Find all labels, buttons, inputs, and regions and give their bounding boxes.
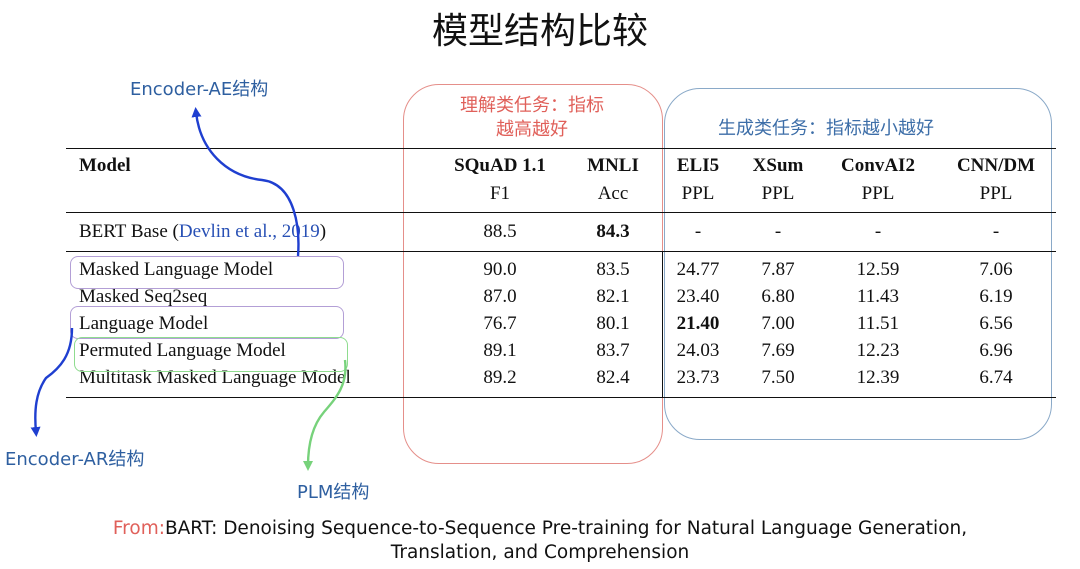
column-metric-cnndm: PPL [979, 183, 1013, 204]
row-language-model-mnli: 80.1 [596, 313, 630, 334]
column-header-squad: SQuAD 1.1 [454, 155, 546, 176]
row-masked-seq2seq-cnndm: 6.19 [979, 286, 1013, 307]
row-name-masked-seq2seq: Masked Seq2seq [79, 286, 208, 307]
baseline-mnli: 84.3 [596, 221, 630, 242]
row-name-language-model: Language Model [79, 313, 209, 334]
row-masked-seq2seq-eli5: 23.40 [676, 286, 720, 307]
row-multitask-mlm-eli5: 23.73 [676, 367, 720, 388]
plm-arrow [303, 359, 347, 471]
row-masked-lm-eli5: 24.77 [676, 259, 720, 280]
row-masked-seq2seq-xsum: 6.80 [761, 286, 795, 307]
understanding-tasks-note: 理解类任务：指标 越高越好 [460, 95, 604, 140]
encoder-ae-arrow [191, 107, 300, 257]
column-metric-squad: F1 [489, 183, 511, 204]
row-masked-lm-convai2: 12.59 [856, 259, 900, 280]
baseline-cnndm: - [992, 221, 1000, 242]
column-metric-eli5: PPL [681, 183, 715, 204]
from-label: From: [112, 518, 165, 539]
row-permuted-lm-squad: 89.1 [483, 340, 517, 361]
source-citation: From:BART: Denoising Sequence-to-Sequenc… [112, 518, 968, 563]
plm-note: PLM结构 [297, 482, 370, 503]
row-name-masked-lm: Masked Language Model [79, 259, 274, 280]
generation-tasks-note: 生成类任务：指标越小越好 [718, 118, 934, 139]
row-multitask-mlm-xsum: 7.50 [761, 367, 795, 388]
column-header-xsum: XSum [752, 155, 804, 176]
baseline-model-name: BERT Base (Devlin et al., 2019) [79, 221, 327, 242]
row-masked-seq2seq-convai2: 11.43 [856, 286, 900, 307]
row-masked-seq2seq-squad: 87.0 [483, 286, 517, 307]
baseline-eli5: - [694, 221, 702, 242]
encoder-ar-note: Encoder-AR结构 [5, 449, 145, 470]
row-masked-lm-cnndm: 7.06 [979, 259, 1013, 280]
row-name-multitask-mlm: Multitask Masked Language Model [79, 367, 351, 388]
row-permuted-lm-eli5: 24.03 [676, 340, 720, 361]
baseline-squad: 88.5 [483, 221, 517, 242]
row-masked-lm-squad: 90.0 [483, 259, 517, 280]
row-name-permuted-lm: Permuted Language Model [79, 340, 286, 361]
row-permuted-lm-cnndm: 6.96 [979, 340, 1013, 361]
row-masked-lm-mnli: 83.5 [596, 259, 630, 280]
row-masked-lm-xsum: 7.87 [761, 259, 795, 280]
row-permuted-lm-convai2: 12.23 [856, 340, 900, 361]
masked-lm-highlight-box [70, 256, 344, 289]
column-header-mnli: MNLI [587, 155, 639, 176]
table-column-divider [662, 252, 663, 397]
table-baseline-rule [66, 251, 1056, 252]
row-multitask-mlm-convai2: 12.39 [856, 367, 900, 388]
table-header-rule [66, 212, 1056, 213]
row-multitask-mlm-cnndm: 6.74 [979, 367, 1013, 388]
encoder-ar-arrow [30, 327, 74, 437]
row-permuted-lm-mnli: 83.7 [596, 340, 630, 361]
column-header-eli5: ELI5 [676, 155, 720, 176]
permuted-lm-highlight-box [74, 337, 348, 372]
baseline-citation: Devlin et al., 2019 [178, 221, 320, 242]
column-metric-convai2: PPL [861, 183, 895, 204]
row-language-model-cnndm: 6.56 [979, 313, 1013, 334]
model-column-header: Model [79, 155, 131, 176]
baseline-xsum: - [774, 221, 782, 242]
column-header-cnndm: CNN/DM [956, 155, 1036, 176]
language-model-highlight-box [70, 306, 344, 339]
row-language-model-convai2: 11.51 [856, 313, 900, 334]
encoder-ae-note: Encoder-AE结构 [130, 79, 269, 100]
row-permuted-lm-xsum: 7.69 [761, 340, 795, 361]
baseline-convai2: - [874, 221, 882, 242]
slide-title: 模型结构比较 [431, 11, 648, 52]
row-multitask-mlm-squad: 89.2 [483, 367, 517, 388]
table-top-rule [66, 148, 1056, 149]
row-language-model-xsum: 7.00 [761, 313, 795, 334]
column-metric-xsum: PPL [761, 183, 795, 204]
row-language-model-squad: 76.7 [483, 313, 517, 334]
row-masked-seq2seq-mnli: 82.1 [596, 286, 630, 307]
generation-tasks-box [664, 88, 1052, 440]
column-header-convai2: ConvAI2 [841, 155, 915, 176]
table-bottom-rule [66, 397, 1056, 398]
row-language-model-eli5: 21.40 [676, 313, 720, 334]
column-metric-mnli: Acc [597, 183, 629, 204]
row-multitask-mlm-mnli: 82.4 [596, 367, 630, 388]
